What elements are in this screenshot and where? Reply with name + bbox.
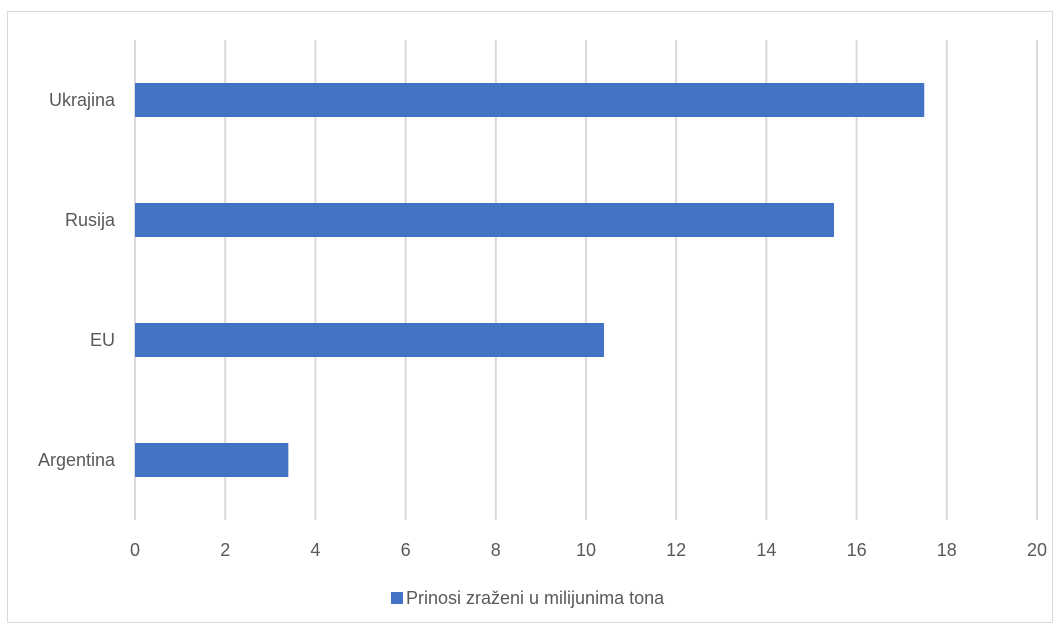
- x-tick-label: 4: [310, 540, 320, 560]
- legend: Prinosi zraženi u milijunima tona: [391, 588, 665, 608]
- x-tick-label: 6: [401, 540, 411, 560]
- x-tick-label: 2: [220, 540, 230, 560]
- bar-ukrajina: [135, 83, 925, 117]
- category-label: Ukrajina: [49, 90, 116, 110]
- x-tick-label: 14: [756, 540, 776, 560]
- bar-eu: [135, 323, 605, 357]
- x-tick-label: 16: [847, 540, 867, 560]
- x-tick-label: 18: [937, 540, 957, 560]
- legend-label: Prinosi zraženi u milijunima tona: [406, 588, 665, 608]
- x-axis-tick-labels: 0 2 4 6 8 10 12 14 16 18 20: [130, 540, 1047, 560]
- category-label: Argentina: [38, 450, 116, 470]
- x-tick-label: 8: [491, 540, 501, 560]
- x-tick-label: 12: [666, 540, 686, 560]
- category-label: Rusija: [65, 210, 116, 230]
- legend-swatch: [391, 592, 403, 604]
- category-labels: Ukrajina Rusija EU Argentina: [38, 90, 116, 470]
- bar-rusija: [135, 203, 835, 237]
- bar-argentina: [135, 443, 289, 477]
- category-label: EU: [90, 330, 115, 350]
- bars: [135, 83, 925, 477]
- x-tick-label: 20: [1027, 540, 1047, 560]
- x-tick-label: 10: [576, 540, 596, 560]
- x-tick-label: 0: [130, 540, 140, 560]
- grid-lines: [134, 40, 1038, 520]
